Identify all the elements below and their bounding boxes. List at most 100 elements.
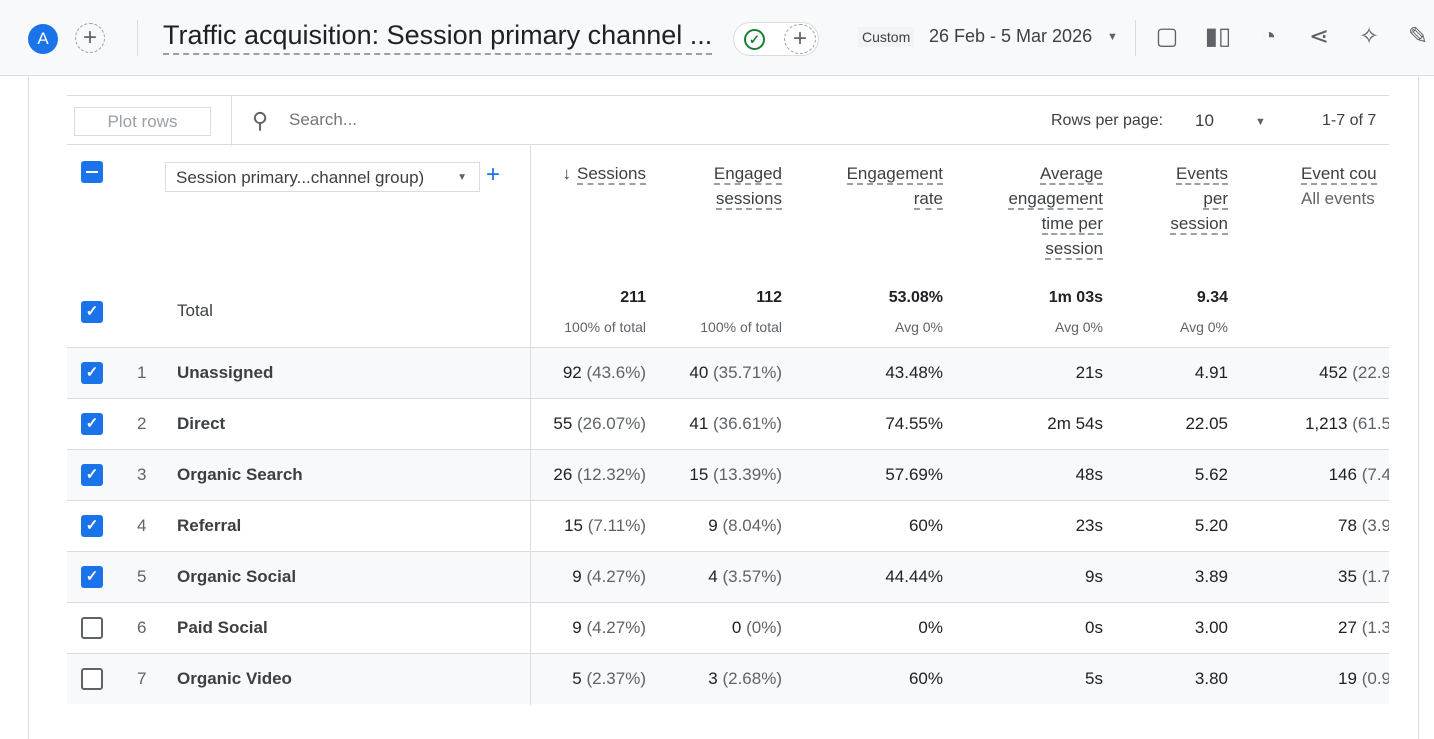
event-filter-label: All events	[1301, 189, 1375, 208]
table-toolbar: Plot rows ⚲ Rows per page: 10 ▼ 1-7 of 7	[67, 95, 1389, 146]
event-count-cell: 35 (1.7	[1338, 567, 1389, 586]
column-header-sessions[interactable]: ↓ Sessions	[562, 164, 646, 185]
column-header-engaged-sessions[interactable]: Engaged sessions	[713, 164, 782, 210]
note-icon[interactable]: ▢	[1155, 23, 1179, 50]
channel-name[interactable]: Referral	[177, 516, 242, 535]
avg-engagement-time-cell: 48s	[1075, 465, 1103, 484]
column-header-avg-engagement-time[interactable]: Average engagement time per session	[1008, 164, 1103, 260]
avatar[interactable]: A	[28, 24, 58, 54]
column-header-engagement-rate[interactable]: Engagement rate	[846, 164, 943, 210]
add-dimension-button[interactable]: +	[486, 161, 501, 188]
total-subtext: Avg 0%	[895, 319, 943, 335]
engagement-rate-cell: 60%	[908, 516, 943, 535]
engaged-sessions-cell: 4 (3.57%)	[708, 567, 782, 586]
select-all-checkbox[interactable]	[81, 161, 103, 183]
column-divider	[530, 145, 531, 705]
row-checkbox[interactable]: ✓	[81, 362, 103, 384]
avg-engagement-time-cell: 5s	[1085, 669, 1103, 688]
avg-engagement-time-cell: 2m 54s	[1047, 414, 1103, 433]
search-input[interactable]	[289, 110, 589, 130]
total-value: 1m 03s	[1048, 289, 1103, 306]
engaged-sessions-cell: 3 (2.68%)	[708, 669, 782, 688]
channel-name[interactable]: Unassigned	[177, 363, 274, 382]
channel-name[interactable]: Organic Social	[177, 567, 297, 586]
row-checkbox[interactable]: ✓	[81, 515, 103, 537]
engaged-sessions-cell: 0 (0%)	[731, 618, 782, 637]
column-header-events-per-session[interactable]: Events per session	[1170, 164, 1228, 235]
rows-per-page-label: Rows per page:	[1051, 112, 1164, 129]
table-row[interactable]: ✓ 5 Organic Social 9 (4.27%) 4 (3.57%) 4…	[67, 551, 1389, 602]
edit-pencil-icon[interactable]: ✎	[1407, 23, 1429, 50]
event-count-cell: 1,213 (61.5	[1304, 414, 1389, 433]
table-row[interactable]: ✓ 2 Direct 55 (26.07%) 41 (36.61%) 74.55…	[67, 398, 1389, 449]
row-index: 2	[137, 414, 147, 433]
page-title[interactable]: Traffic acquisition: Session primary cha…	[163, 20, 713, 55]
row-checkbox[interactable]	[81, 617, 103, 639]
sessions-cell: 55 (26.07%)	[553, 414, 646, 433]
row-checkbox[interactable]: ✓	[81, 464, 103, 486]
events-per-session-cell: 3.80	[1194, 669, 1228, 688]
add-filter-button[interactable]: +	[784, 24, 816, 54]
report-status-pill[interactable]: ✓ +	[733, 22, 819, 56]
engaged-sessions-cell: 41 (36.61%)	[689, 414, 782, 433]
event-count-cell: 452 (22.9	[1319, 363, 1389, 382]
add-comparison-button[interactable]: +	[75, 23, 105, 53]
table-row[interactable]: 7 Organic Video 5 (2.37%) 3 (2.68%) 60% …	[67, 653, 1389, 704]
total-label: Total	[177, 301, 213, 320]
total-subtext: 100% of total	[564, 319, 646, 335]
dimension-label: Session primary...channel group)	[176, 168, 425, 187]
table-row[interactable]: ✓ 4 Referral 15 (7.11%) 9 (8.04%) 60% 23…	[67, 500, 1389, 551]
chevron-down-icon[interactable]: ▼	[1255, 116, 1266, 128]
row-checkbox[interactable]	[81, 668, 103, 690]
data-table: Plot rows ⚲ Rows per page: 10 ▼ 1-7 of 7…	[67, 95, 1389, 705]
total-subtext: Avg 0%	[1180, 319, 1228, 335]
engaged-sessions-cell: 15 (13.39%)	[689, 465, 782, 484]
row-checkbox[interactable]: ✓	[81, 566, 103, 588]
row-index: 7	[137, 669, 147, 688]
plot-rows-button[interactable]: Plot rows	[74, 107, 211, 136]
sparkle-trend-icon[interactable]: ✧	[1358, 23, 1380, 50]
sessions-cell: 9 (4.27%)	[572, 567, 646, 586]
row-index: 3	[137, 465, 147, 484]
table-row[interactable]: 6 Paid Social 9 (4.27%) 0 (0%) 0% 0s 3.0…	[67, 602, 1389, 653]
avg-engagement-time-cell: 9s	[1085, 567, 1103, 586]
engagement-rate-cell: 57.69%	[885, 465, 943, 484]
event-count-cell: 78 (3.9	[1338, 516, 1389, 535]
row-index: 6	[137, 618, 147, 637]
chevron-down-icon: ▼	[457, 172, 467, 183]
total-subtext: 100% of total	[700, 319, 782, 335]
channel-name[interactable]: Organic Video	[177, 669, 292, 688]
event-count-cell: 19 (0.9	[1338, 669, 1389, 688]
row-checkbox[interactable]: ✓	[81, 413, 103, 435]
total-subtext: Avg 0%	[1055, 319, 1103, 335]
insights-icon[interactable]: ◔	[1261, 23, 1277, 50]
divider	[137, 20, 138, 56]
total-value: 112	[756, 289, 782, 306]
events-per-session-cell: 5.20	[1194, 516, 1228, 535]
share-icon[interactable]: ⋖	[1308, 23, 1330, 50]
table-row[interactable]: ✓ 3 Organic Search 26 (12.32%) 15 (13.39…	[67, 449, 1389, 500]
channel-name[interactable]: Direct	[177, 414, 226, 433]
rows-per-page-select[interactable]: 10	[1195, 111, 1214, 130]
column-header-event-count[interactable]: Event cou All events	[1301, 164, 1377, 208]
date-range-picker[interactable]: 26 Feb - 5 Mar 2026	[929, 26, 1093, 46]
events-per-session-cell: 5.62	[1194, 465, 1228, 484]
chevron-down-icon[interactable]: ▼	[1107, 31, 1118, 43]
events-per-session-cell: 3.00	[1194, 618, 1228, 637]
channel-name[interactable]: Organic Search	[177, 465, 303, 484]
dimension-select[interactable]: Session primary...channel group) ▼	[165, 162, 480, 192]
engagement-rate-cell: 44.44%	[885, 567, 943, 586]
engagement-rate-cell: 0%	[918, 618, 943, 637]
pagination-label: 1-7 of 7	[1322, 112, 1377, 129]
avg-engagement-time-cell: 21s	[1075, 363, 1103, 382]
table-row[interactable]: ✓ 1 Unassigned 92 (43.6%) 40 (35.71%) 43…	[67, 347, 1389, 398]
engaged-sessions-cell: 40 (35.71%)	[689, 363, 782, 382]
channel-name[interactable]: Paid Social	[177, 618, 268, 637]
row-index: 5	[137, 567, 147, 586]
events-per-session-cell: 22.05	[1185, 414, 1228, 433]
compare-icon[interactable]: ▮▯	[1204, 23, 1232, 50]
scrollbar-track[interactable]	[1418, 77, 1419, 739]
check-circle-icon: ✓	[744, 29, 765, 50]
total-value: 9.34	[1196, 289, 1228, 306]
total-checkbox[interactable]: ✓	[81, 301, 103, 323]
